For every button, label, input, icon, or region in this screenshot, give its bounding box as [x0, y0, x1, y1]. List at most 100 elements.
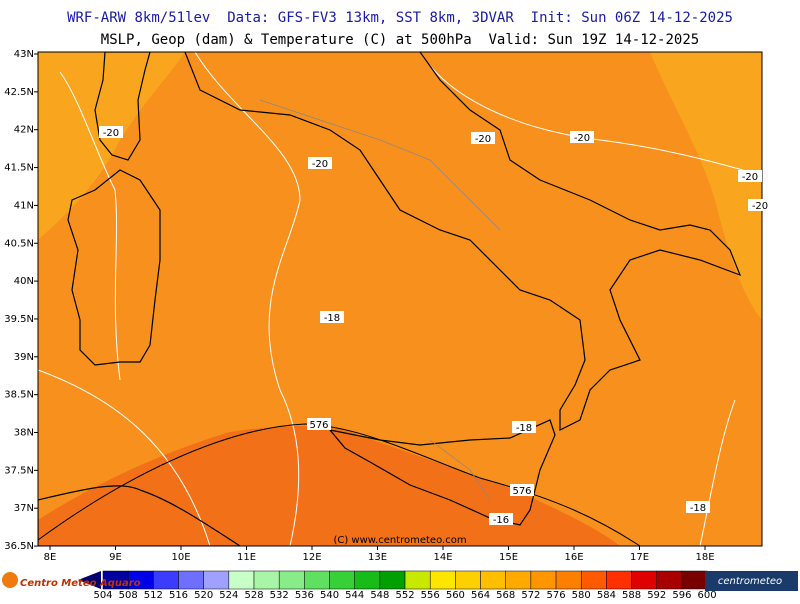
- colorbar-label: 512: [144, 590, 163, 600]
- lon-label: 11E: [237, 552, 256, 563]
- colorbar-label: 564: [471, 590, 490, 600]
- colorbar-label: 596: [672, 590, 691, 600]
- colorbar-swatch: [354, 570, 381, 590]
- colorbar-label: 568: [496, 590, 515, 600]
- lon-label: 17E: [630, 552, 649, 563]
- contour-label-box: [570, 131, 594, 143]
- colorbar-swatch: [178, 570, 204, 590]
- colorbar-label: 552: [395, 590, 414, 600]
- logo-left: Centro Meteo Aquaro: [2, 572, 141, 589]
- colorbar-swatch: [480, 570, 506, 590]
- credit: (C) www.centrometeo.com: [333, 535, 466, 546]
- colorbar-label: 516: [169, 590, 188, 600]
- isotherms: [38, 52, 762, 546]
- colorbar-label: 600: [698, 590, 717, 600]
- lon-label: 18E: [695, 552, 714, 563]
- borders: [259, 99, 501, 501]
- logo-text: Centro Meteo Aquaro: [20, 578, 141, 589]
- colorbar-swatch: [505, 570, 532, 590]
- lat-label: 41.5N: [4, 163, 34, 174]
- lat-label: 39.5N: [4, 314, 34, 325]
- logo-icon: [2, 572, 18, 588]
- colorbar: 504 508 512 516 520 524 528 532 536 540 544 548 552 5…: [78, 570, 728, 601]
- contour-label: -20: [574, 133, 590, 144]
- colorbar-swatch: [329, 570, 355, 590]
- colorbar-label: 560: [446, 590, 465, 600]
- colorbar-label: 532: [270, 590, 289, 600]
- colorbar-label: 592: [647, 590, 666, 600]
- colorbar-label: 544: [345, 590, 364, 600]
- contour-label: 576: [309, 420, 328, 431]
- lon-label: 16E: [564, 552, 583, 563]
- logo-right: centrometeo: [705, 571, 798, 591]
- colorbar-label: 504: [93, 590, 112, 600]
- colorbar-swatch: [153, 570, 179, 590]
- colorbar-swatch: [631, 570, 657, 590]
- colorbar-label: 576: [547, 590, 566, 600]
- map-axes: 43N 42.5N 42N 41.5N 41N 40.5N 40N 39.5N 39N 38.5N…: [4, 49, 714, 563]
- colorbar-label: 508: [119, 590, 138, 600]
- lat-label: 40N: [14, 276, 34, 287]
- colorbar-swatch: [530, 570, 557, 590]
- header-line2: MSLP, Geop (dam) & Temperature (C) at 50…: [101, 32, 699, 48]
- lat-label: 43N: [14, 49, 34, 60]
- colorbar-swatch: [404, 570, 431, 590]
- warm-region: [38, 426, 620, 546]
- logo-box: [705, 571, 798, 591]
- contour-label-box: [99, 126, 123, 138]
- colorbar-swatch: [429, 570, 456, 590]
- sst-region: [38, 52, 185, 240]
- contour-label-box: [489, 513, 513, 525]
- lat-label: 41N: [14, 200, 34, 211]
- contour-label-box: [320, 311, 344, 323]
- colorbar-swatch: [555, 570, 582, 590]
- lat-label: 36.5N: [4, 541, 34, 552]
- colorbar-label: 528: [244, 590, 263, 600]
- colorbar-label: 524: [219, 590, 238, 600]
- colorbar-swatch: [606, 570, 632, 590]
- colorbar-label: 580: [572, 590, 591, 600]
- colorbar-label: 588: [622, 590, 641, 600]
- colorbar-swatch: [580, 570, 607, 590]
- lat-label: 37.5N: [4, 465, 34, 476]
- contour-label-box: [738, 170, 762, 182]
- lon-label: 14E: [433, 552, 452, 563]
- lat-label: 40.5N: [4, 238, 34, 249]
- contour-label-box: [307, 418, 331, 430]
- lon-label: 15E: [499, 552, 518, 563]
- colorbar-swatch: [656, 570, 683, 590]
- colorbar-swatch: [228, 570, 255, 590]
- lon-label: 10E: [171, 552, 190, 563]
- lat-label: 42.5N: [4, 87, 34, 98]
- contour-label: -18: [324, 313, 340, 324]
- colorbar-label: 536: [295, 590, 314, 600]
- colorbar-label: 540: [320, 590, 339, 600]
- geopotential-contour: [38, 423, 641, 546]
- contour-label-box: [510, 484, 534, 496]
- colorbar-label: 556: [421, 590, 440, 600]
- contour-label: -20: [312, 159, 328, 170]
- lon-label: 12E: [302, 552, 321, 563]
- lon-label: 8E: [44, 552, 57, 563]
- lat-label: 38N: [14, 428, 34, 439]
- contour-label: -18: [516, 423, 532, 434]
- contour-label-box: [748, 199, 772, 211]
- contour-labels: -20 -20 -20 -20 -20 -20 -18 -18 -18 -16 576 576: [99, 126, 772, 526]
- colorbar-label: 548: [370, 590, 389, 600]
- lon-label: 9E: [109, 552, 122, 563]
- contour-label: -16: [493, 515, 509, 526]
- contour-label-box: [308, 157, 332, 169]
- header-line1: WRF-ARW 8km/51lev Data: GFS-FV3 13km, SS…: [67, 10, 733, 26]
- colorbar-label: 584: [597, 590, 616, 600]
- lat-label: 38.5N: [4, 390, 34, 401]
- contour-label-box: [512, 421, 536, 433]
- contour-label-box: [471, 132, 495, 144]
- logo-text: centrometeo: [718, 576, 782, 587]
- colorbar-swatch: [278, 570, 305, 590]
- colorbar-swatch: [203, 570, 230, 590]
- contour-label: -20: [742, 172, 758, 183]
- contour-label: 576: [512, 486, 531, 497]
- lat-label: 37N: [14, 503, 34, 514]
- contour-label: -20: [103, 128, 119, 139]
